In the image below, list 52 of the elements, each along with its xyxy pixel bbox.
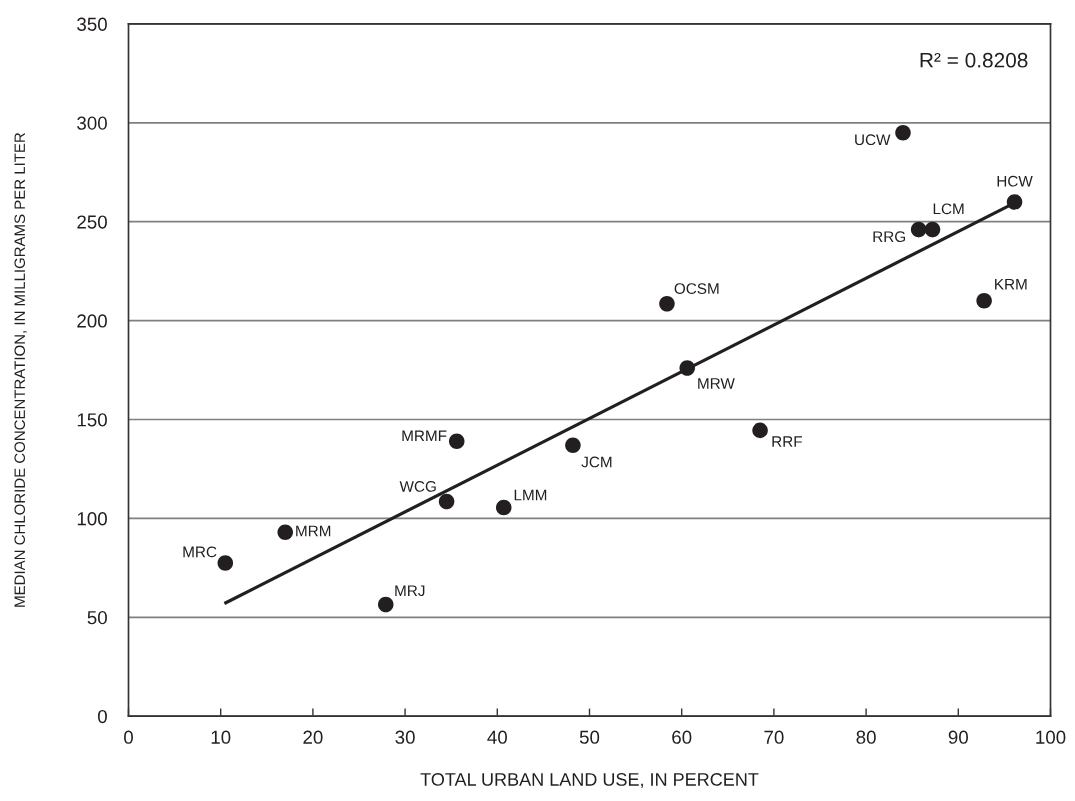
annotation: HCW bbox=[997, 175, 1033, 187]
annotation: OCSM bbox=[674, 283, 719, 294]
annotation: MRJ bbox=[395, 585, 425, 597]
x-tick-label: 20 bbox=[303, 730, 323, 744]
annotation: MRMF bbox=[402, 430, 447, 442]
annotation: MRW bbox=[698, 378, 735, 389]
y-tick-label: 150 bbox=[77, 413, 107, 427]
point bbox=[438, 493, 455, 510]
annotation: UCW bbox=[855, 134, 891, 146]
y-tick-label: 200 bbox=[77, 314, 107, 328]
annotation: RRF bbox=[772, 436, 802, 447]
annotation: LCM bbox=[933, 203, 964, 215]
annotation: R² = 0.8208 bbox=[920, 52, 1028, 68]
point bbox=[217, 555, 234, 571]
point bbox=[565, 437, 581, 453]
x-tick-label: 100 bbox=[1036, 730, 1066, 744]
y-axis-title: MEDIAN CHLORIDE CONCENTRATION, IN MILLIGRAMS PER LITER bbox=[14, 132, 27, 607]
point bbox=[448, 433, 465, 450]
y-tick-label: 100 bbox=[77, 512, 107, 526]
annotation: MRM bbox=[296, 525, 331, 537]
x-tick-label: 90 bbox=[948, 730, 968, 744]
point bbox=[495, 499, 512, 516]
y-tick-label: 250 bbox=[77, 215, 107, 229]
annotation: LMM bbox=[514, 489, 547, 501]
x-axis-title: TOTAL URBAN LAND USE, IN PERCENT bbox=[420, 773, 759, 788]
point bbox=[659, 296, 675, 312]
x-tick-label: 10 bbox=[211, 730, 231, 744]
annotation: RRG bbox=[873, 231, 906, 243]
point bbox=[377, 596, 394, 613]
y-tick-label: 350 bbox=[77, 17, 107, 31]
x-tick-label: 60 bbox=[672, 730, 692, 744]
x-tick-label: 80 bbox=[856, 730, 876, 744]
y-tick-label: 50 bbox=[87, 611, 107, 625]
point bbox=[924, 221, 941, 238]
annotation: KRM bbox=[995, 278, 1027, 290]
point bbox=[895, 124, 911, 141]
x-tick-label: 40 bbox=[487, 730, 507, 744]
point bbox=[910, 221, 927, 238]
x-tick-label: 30 bbox=[395, 730, 415, 744]
x-tick-label: 0 bbox=[124, 730, 133, 744]
point bbox=[976, 293, 992, 309]
annotation: JCM bbox=[581, 456, 612, 468]
y-tick-label: 300 bbox=[77, 116, 107, 130]
annotation: WCG bbox=[399, 480, 436, 492]
y-tick-label: 0 bbox=[97, 709, 107, 724]
point bbox=[752, 422, 768, 439]
point bbox=[679, 360, 695, 376]
x-tick-label: 70 bbox=[764, 730, 784, 744]
point bbox=[277, 524, 293, 541]
point bbox=[1006, 194, 1023, 210]
annotation: MRC bbox=[183, 546, 217, 558]
x-tick-label: 50 bbox=[579, 730, 600, 744]
